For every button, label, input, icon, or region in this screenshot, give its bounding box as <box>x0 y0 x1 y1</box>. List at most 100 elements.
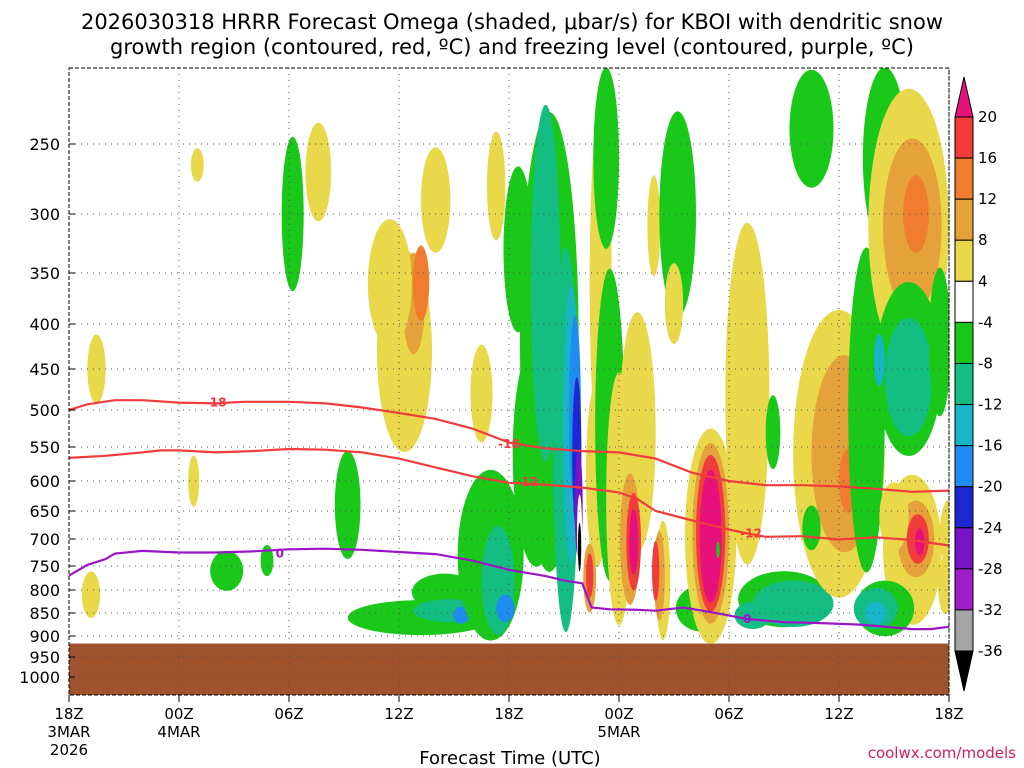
y-tick-label-300: 300 <box>29 205 60 224</box>
omega-region-3 <box>188 455 200 507</box>
omega-region-50 <box>664 263 684 344</box>
omega-region-26 <box>531 104 561 462</box>
colorbar-bin-9 <box>954 445 974 488</box>
contour-label-dgz-minus-18-0: -18 <box>205 396 227 410</box>
colorbar-label-8: -16 <box>978 437 1003 455</box>
contour-label-dgz-minus-12-1: -12 <box>740 526 762 540</box>
y-tick-label-450: 450 <box>29 360 60 379</box>
omega-region-2 <box>81 571 101 618</box>
x-tick-label-6: 00Z <box>164 705 193 723</box>
x-tick-label-12: 06Z <box>274 705 303 723</box>
x-tick-year-0: 2026 <box>50 741 88 759</box>
x-tick-label-48: 18Z <box>934 705 963 723</box>
contour-label-dgz-minus-18-1: -18 <box>498 437 520 451</box>
y-tick-label-250: 250 <box>29 135 60 154</box>
omega-region-85 <box>802 505 821 551</box>
colorbar-label-11: -28 <box>978 560 1003 578</box>
colorbar-bin-bottom <box>954 650 974 692</box>
y-tick-label-500: 500 <box>29 401 60 420</box>
y-tick-label-1000: 1000 <box>19 668 60 687</box>
omega-region-66 <box>789 69 834 188</box>
chart-title-line-2: growth region (contoured, red, ºC) and f… <box>110 35 914 59</box>
omega-region-57 <box>716 541 720 558</box>
contour-layer <box>69 399 949 631</box>
y-tick-label-400: 400 <box>29 315 60 334</box>
chart-title-line-1: 2026030318 HRRR Forecast Omega (shaded, … <box>81 10 943 34</box>
colorbar-bin-4 <box>954 239 974 282</box>
omega-region-7 <box>305 122 332 222</box>
omega-shading-layer <box>81 68 949 644</box>
colorbar-bin-3 <box>954 198 974 241</box>
colorbar-label-5: -4 <box>978 313 993 331</box>
omega-region-83 <box>864 601 887 625</box>
x-tick-label-24: 18Z <box>494 705 523 723</box>
ground-surface <box>69 643 949 695</box>
y-tick-label-950: 950 <box>29 648 60 667</box>
colorbar-label-2: 12 <box>978 190 997 208</box>
omega-region-13 <box>421 147 451 253</box>
y-tick-label-600: 600 <box>29 472 60 491</box>
colorbar-bin-13 <box>954 609 974 652</box>
omega-region-36 <box>593 68 619 249</box>
y-tick-label-850: 850 <box>29 604 60 623</box>
omega-region-80 <box>879 482 909 551</box>
colorbar-label-13: -36 <box>978 642 1003 660</box>
contour-label-freezing-level-0-0: 0 <box>276 547 284 561</box>
colorbar-bin-12 <box>954 568 974 611</box>
omega-region-48 <box>647 175 661 277</box>
colorbar-bin-top <box>954 76 974 118</box>
x-tick-label-0: 18Z <box>54 705 83 723</box>
contour-label-layer: -18 -18 -12 -12 0 0 <box>205 396 762 626</box>
y-tick-label-550: 550 <box>29 438 60 457</box>
colorbar-label-3: 8 <box>978 231 988 249</box>
colorbar-bin-5 <box>954 280 974 323</box>
omega-region-44 <box>629 509 639 575</box>
omega-region-39 <box>586 553 594 598</box>
omega-region-58 <box>725 222 770 565</box>
omega-region-86 <box>939 499 949 567</box>
omega-region-6 <box>281 136 304 292</box>
x-tick-date-30: 5MAR <box>597 723 640 741</box>
omega-region-75 <box>928 267 949 417</box>
contour-dgz-minus-12 <box>69 447 949 547</box>
omega-region-47 <box>652 540 660 601</box>
omega-region-5 <box>260 545 274 577</box>
y-tick-label-750: 750 <box>29 557 60 576</box>
omega-region-59 <box>765 395 781 470</box>
colorbar-bin-6 <box>954 321 974 364</box>
omega-region-73 <box>884 318 933 437</box>
y-tick-label-350: 350 <box>29 264 60 283</box>
y-axis-pressure: 250 300 350 400 450 500 550 600 650 700 750 800 850 9… <box>19 135 75 687</box>
omega-region-21 <box>470 344 493 443</box>
colorbar-label-9: -20 <box>978 478 1003 496</box>
colorbar-label-6: -8 <box>978 354 993 372</box>
omega-region-61 <box>752 580 834 627</box>
omega-region-56 <box>699 469 722 603</box>
colorbar-bin-7 <box>954 362 974 406</box>
omega-region-67 <box>848 247 885 573</box>
omega-region-0 <box>190 148 204 182</box>
omega-region-84 <box>938 556 949 615</box>
omega-region-17 <box>453 607 470 624</box>
x-tick-date-0: 3MAR <box>47 723 90 741</box>
x-tick-date-6: 4MAR <box>157 723 200 741</box>
omega-region-4 <box>210 550 244 591</box>
colorbar-label-10: -24 <box>978 519 1003 537</box>
omega-region-11 <box>412 245 430 321</box>
omega-region-8 <box>334 450 361 560</box>
colorbar-label-0: 20 <box>978 108 997 126</box>
colorbar-label-12: -32 <box>978 601 1003 619</box>
y-tick-label-900: 900 <box>29 627 60 646</box>
credit-text: coolwx.com/models <box>868 744 1016 762</box>
contour-label-freezing-level-0-1: 0 <box>743 612 751 626</box>
y-tick-label-800: 800 <box>29 581 60 600</box>
omega-region-49 <box>659 111 697 317</box>
contour-dgz-minus-18 <box>69 399 949 493</box>
x-axis-title: Forecast Time (UTC) <box>419 748 600 768</box>
colorbar-label-7: -12 <box>978 396 1003 414</box>
omega-region-12 <box>367 219 412 348</box>
colorbar-bin-11 <box>954 527 974 570</box>
colorbar-bin-2 <box>954 157 974 200</box>
y-tick-label-700: 700 <box>29 530 60 549</box>
